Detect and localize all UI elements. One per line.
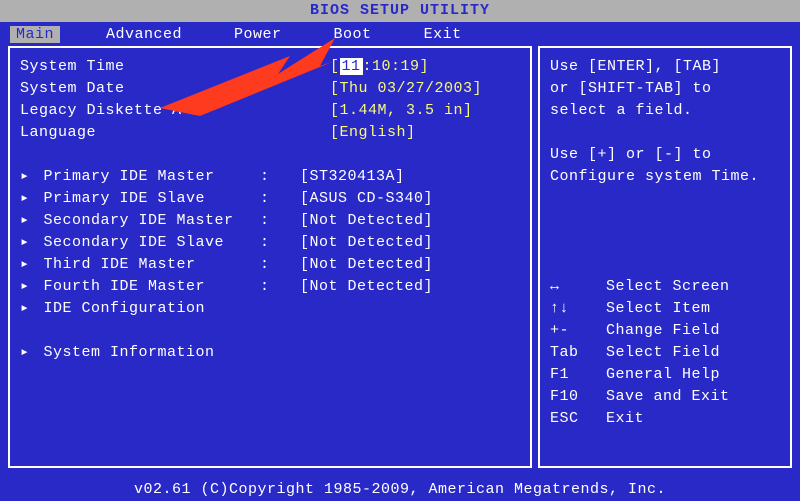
ide-row[interactable]: ▸ Primary IDE Master:[ST320413A] — [20, 166, 520, 188]
help-text: Use [ENTER], [TAB] — [550, 56, 780, 78]
ide-value: [Not Detected] — [300, 276, 433, 298]
key-hint: ↔Select Screen — [550, 276, 780, 298]
setting-value[interactable]: [1.44M, 3.5 in] — [330, 100, 473, 122]
ide-value: [ASUS CD-S340] — [300, 188, 433, 210]
setting-row[interactable]: Legacy Diskette A [1.44M, 3.5 in] — [20, 100, 520, 122]
active-field[interactable]: 11 — [340, 58, 363, 75]
setting-row[interactable]: Language [English] — [20, 122, 520, 144]
footer-text: v02.61 (C)Copyright 1985-2009, American … — [0, 481, 800, 498]
system-info-label: System Information — [34, 342, 215, 364]
tab-main[interactable]: Main — [10, 26, 60, 43]
key-desc: Change Field — [606, 320, 720, 342]
key-name: +- — [550, 320, 606, 342]
submenu-arrow-icon: ▸ — [20, 210, 34, 232]
ide-label: Primary IDE Slave — [34, 188, 260, 210]
key-hint: +-Change Field — [550, 320, 780, 342]
setting-value[interactable]: [11:10:19] — [330, 56, 429, 78]
ide-label: Third IDE Master — [34, 254, 260, 276]
tab-advanced[interactable]: Advanced — [100, 26, 188, 43]
setting-label: Legacy Diskette A — [20, 100, 260, 122]
help-text: or [SHIFT-TAB] to — [550, 78, 780, 100]
help-text: select a field. — [550, 100, 780, 122]
key-name: ESC — [550, 408, 606, 430]
ide-row[interactable]: ▸ Fourth IDE Master:[Not Detected] — [20, 276, 520, 298]
key-desc: Select Screen — [606, 276, 730, 298]
key-name: Tab — [550, 342, 606, 364]
submenu-arrow-icon: ▸ — [20, 342, 34, 364]
setting-label: System Date — [20, 78, 260, 100]
tab-power[interactable]: Power — [228, 26, 288, 43]
setting-value[interactable]: [English] — [330, 122, 416, 144]
help-text: Use [+] or [-] to — [550, 144, 780, 166]
ide-label: Primary IDE Master — [34, 166, 260, 188]
key-name: ↔ — [550, 276, 606, 298]
tab-bar: Main Advanced Power Boot Exit — [0, 22, 800, 46]
key-desc: Select Item — [606, 298, 711, 320]
key-hint: F1General Help — [550, 364, 780, 386]
submenu-arrow-icon: ▸ — [20, 188, 34, 210]
title-bar: BIOS SETUP UTILITY — [0, 0, 800, 22]
ide-row[interactable]: ▸ Secondary IDE Slave:[Not Detected] — [20, 232, 520, 254]
help-panel: Use [ENTER], [TAB]or [SHIFT-TAB] toselec… — [538, 46, 792, 468]
system-info-row[interactable]: ▸ System Information — [20, 342, 520, 364]
submenu-arrow-icon: ▸ — [20, 298, 34, 320]
key-hint: ESCExit — [550, 408, 780, 430]
ide-value: [Not Detected] — [300, 254, 433, 276]
tab-exit[interactable]: Exit — [418, 26, 468, 43]
key-hint: ↑↓Select Item — [550, 298, 780, 320]
ide-row[interactable]: ▸ IDE Configuration — [20, 298, 520, 320]
ide-row[interactable]: ▸ Primary IDE Slave:[ASUS CD-S340] — [20, 188, 520, 210]
setting-value[interactable]: [Thu 03/27/2003] — [330, 78, 482, 100]
help-text: Configure system Time. — [550, 166, 780, 188]
submenu-arrow-icon: ▸ — [20, 254, 34, 276]
key-name: F10 — [550, 386, 606, 408]
key-name: F1 — [550, 364, 606, 386]
ide-label: IDE Configuration — [34, 298, 260, 320]
ide-value: [ST320413A] — [300, 166, 405, 188]
ide-label: Secondary IDE Master — [34, 210, 260, 232]
submenu-arrow-icon: ▸ — [20, 232, 34, 254]
key-desc: Save and Exit — [606, 386, 730, 408]
ide-value: [Not Detected] — [300, 210, 433, 232]
key-desc: Select Field — [606, 342, 720, 364]
ide-value: [Not Detected] — [300, 232, 433, 254]
tab-boot[interactable]: Boot — [328, 26, 378, 43]
key-name: ↑↓ — [550, 298, 606, 320]
submenu-arrow-icon: ▸ — [20, 166, 34, 188]
key-desc: General Help — [606, 364, 720, 386]
main-panel: System Time [11:10:19] System Date [Thu 03/… — [8, 46, 532, 468]
ide-label: Fourth IDE Master — [34, 276, 260, 298]
setting-row[interactable]: System Date [Thu 03/27/2003] — [20, 78, 520, 100]
ide-label: Secondary IDE Slave — [34, 232, 260, 254]
submenu-arrow-icon: ▸ — [20, 276, 34, 298]
setting-row[interactable]: System Time [11:10:19] — [20, 56, 520, 78]
ide-row[interactable]: ▸ Third IDE Master:[Not Detected] — [20, 254, 520, 276]
key-hint: F10Save and Exit — [550, 386, 780, 408]
key-desc: Exit — [606, 408, 644, 430]
key-hint: TabSelect Field — [550, 342, 780, 364]
setting-label: System Time — [20, 56, 260, 78]
ide-row[interactable]: ▸ Secondary IDE Master:[Not Detected] — [20, 210, 520, 232]
setting-label: Language — [20, 122, 260, 144]
